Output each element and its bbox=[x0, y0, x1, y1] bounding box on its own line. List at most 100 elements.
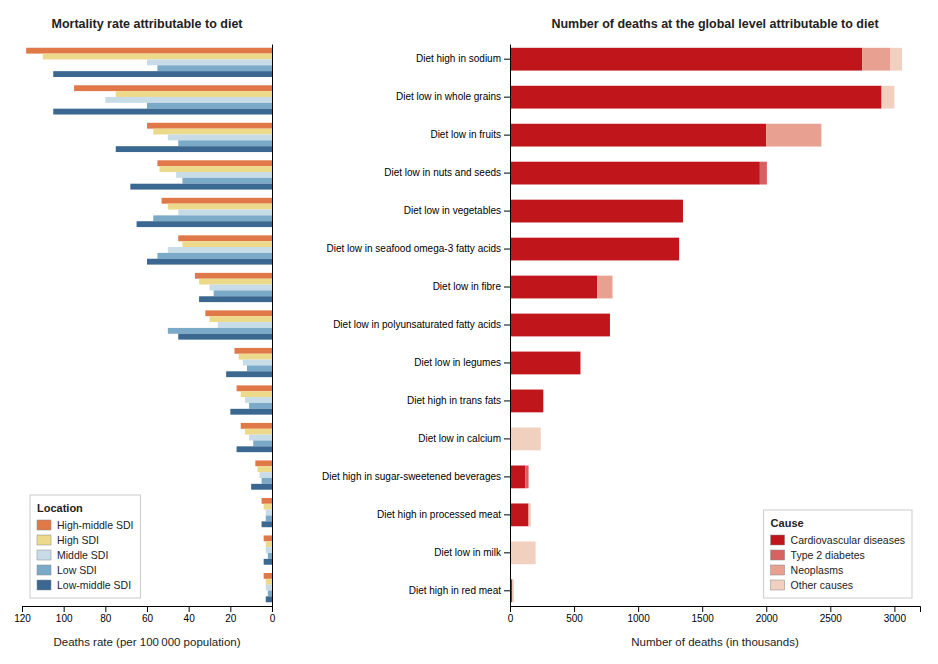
x-tick: 2500 bbox=[820, 606, 843, 624]
legend-label: Other causes bbox=[791, 579, 853, 591]
x-tick: 2000 bbox=[756, 606, 779, 624]
bar bbox=[210, 285, 273, 291]
bar bbox=[160, 166, 273, 172]
bar bbox=[543, 390, 544, 413]
bar bbox=[543, 390, 544, 413]
tick-mark bbox=[504, 135, 510, 136]
axis-line bbox=[510, 45, 511, 607]
bar bbox=[543, 390, 544, 413]
bar bbox=[264, 573, 272, 579]
axis-line bbox=[23, 607, 273, 613]
x-axis-label: Deaths rate (per 100 000 population) bbox=[53, 636, 240, 648]
x-tick: 500 bbox=[566, 606, 583, 624]
bar bbox=[609, 314, 610, 337]
bar bbox=[510, 503, 529, 526]
tick-label: Diet low in whole grains bbox=[396, 91, 501, 102]
tick-label: 0 bbox=[508, 613, 514, 624]
tick-mark bbox=[504, 590, 510, 591]
tick-mark bbox=[504, 514, 510, 515]
tick-label: 1500 bbox=[692, 613, 715, 624]
bar bbox=[255, 460, 272, 466]
x-axis-label: Number of deaths (in thousands) bbox=[631, 636, 799, 648]
bar bbox=[679, 238, 680, 261]
tick-mark bbox=[766, 606, 767, 612]
bar bbox=[682, 200, 683, 223]
bar bbox=[266, 585, 272, 591]
tick-label: 500 bbox=[566, 613, 583, 624]
bar bbox=[266, 510, 272, 516]
bar bbox=[153, 215, 272, 221]
bar bbox=[580, 352, 581, 375]
bar bbox=[821, 124, 822, 147]
tick-label: Diet low in nuts and seeds bbox=[384, 167, 501, 178]
bar bbox=[510, 466, 525, 489]
bar bbox=[130, 184, 272, 190]
bar bbox=[266, 541, 272, 547]
tick-label: Diet low in legumes bbox=[414, 357, 501, 368]
bar bbox=[266, 596, 272, 602]
x-axis: 020406080100120 bbox=[14, 606, 276, 624]
tick-label: 40 bbox=[184, 613, 196, 624]
bar bbox=[260, 472, 273, 478]
bar bbox=[247, 365, 272, 371]
bar bbox=[580, 352, 581, 375]
bar bbox=[137, 221, 272, 227]
tick-mark bbox=[272, 606, 273, 612]
bar bbox=[237, 385, 272, 391]
bar bbox=[264, 535, 272, 541]
axis-line bbox=[511, 607, 921, 613]
tick-mark bbox=[504, 362, 510, 363]
bar bbox=[162, 198, 272, 204]
bar bbox=[766, 162, 767, 185]
bar bbox=[510, 276, 597, 299]
bar bbox=[243, 360, 272, 366]
chart: 020406080100120Mortality rate attributab… bbox=[0, 0, 938, 664]
y-tick: Diet high in processed meat bbox=[377, 509, 510, 520]
tick-mark bbox=[504, 173, 510, 174]
tick-mark bbox=[504, 552, 510, 553]
tick-mark bbox=[504, 249, 510, 250]
legend-swatch bbox=[771, 565, 785, 575]
bar bbox=[237, 446, 272, 452]
bar bbox=[257, 466, 272, 472]
bar bbox=[510, 86, 882, 109]
bar bbox=[147, 59, 272, 65]
bar bbox=[262, 478, 272, 484]
legend-title: Location bbox=[37, 502, 83, 514]
bar bbox=[157, 160, 272, 166]
legend-label: High-middle SDI bbox=[57, 519, 133, 531]
bar bbox=[157, 65, 272, 71]
tick-label: 1000 bbox=[628, 613, 651, 624]
y-tick: Diet low in nuts and seeds bbox=[384, 167, 510, 178]
tick-mark bbox=[510, 606, 511, 612]
x-axis: 050010001500200025003000 bbox=[508, 606, 921, 624]
bar bbox=[176, 172, 272, 178]
bar bbox=[679, 238, 680, 261]
legend-label: High SDI bbox=[57, 534, 99, 546]
y-tick: Diet low in fruits bbox=[430, 129, 510, 140]
tick-label: 20 bbox=[225, 613, 237, 624]
bar bbox=[199, 279, 272, 285]
legend-swatch bbox=[37, 535, 51, 545]
tick-label: 80 bbox=[100, 613, 112, 624]
series bbox=[147, 65, 272, 596]
bar bbox=[525, 466, 528, 489]
bar bbox=[147, 259, 272, 265]
tick-mark bbox=[504, 325, 510, 326]
legend-swatch bbox=[771, 580, 785, 590]
bar bbox=[510, 48, 862, 71]
tick-mark bbox=[504, 438, 510, 439]
tick-label: Diet low in polyunsaturated fatty acids bbox=[333, 319, 501, 330]
legend-swatch bbox=[771, 535, 785, 545]
bar bbox=[53, 71, 272, 77]
bar bbox=[510, 428, 541, 451]
tick-label: 60 bbox=[142, 613, 154, 624]
bar bbox=[251, 484, 272, 490]
tick-mark bbox=[189, 606, 190, 612]
y-tick: Diet low in seafood omega-3 fatty acids bbox=[326, 243, 510, 254]
x-tick: 80 bbox=[100, 606, 112, 624]
bar bbox=[105, 97, 272, 103]
bar bbox=[241, 423, 272, 429]
tick-label: Diet high in sugar-sweetened beverages bbox=[322, 471, 501, 482]
tick-mark bbox=[894, 606, 895, 612]
